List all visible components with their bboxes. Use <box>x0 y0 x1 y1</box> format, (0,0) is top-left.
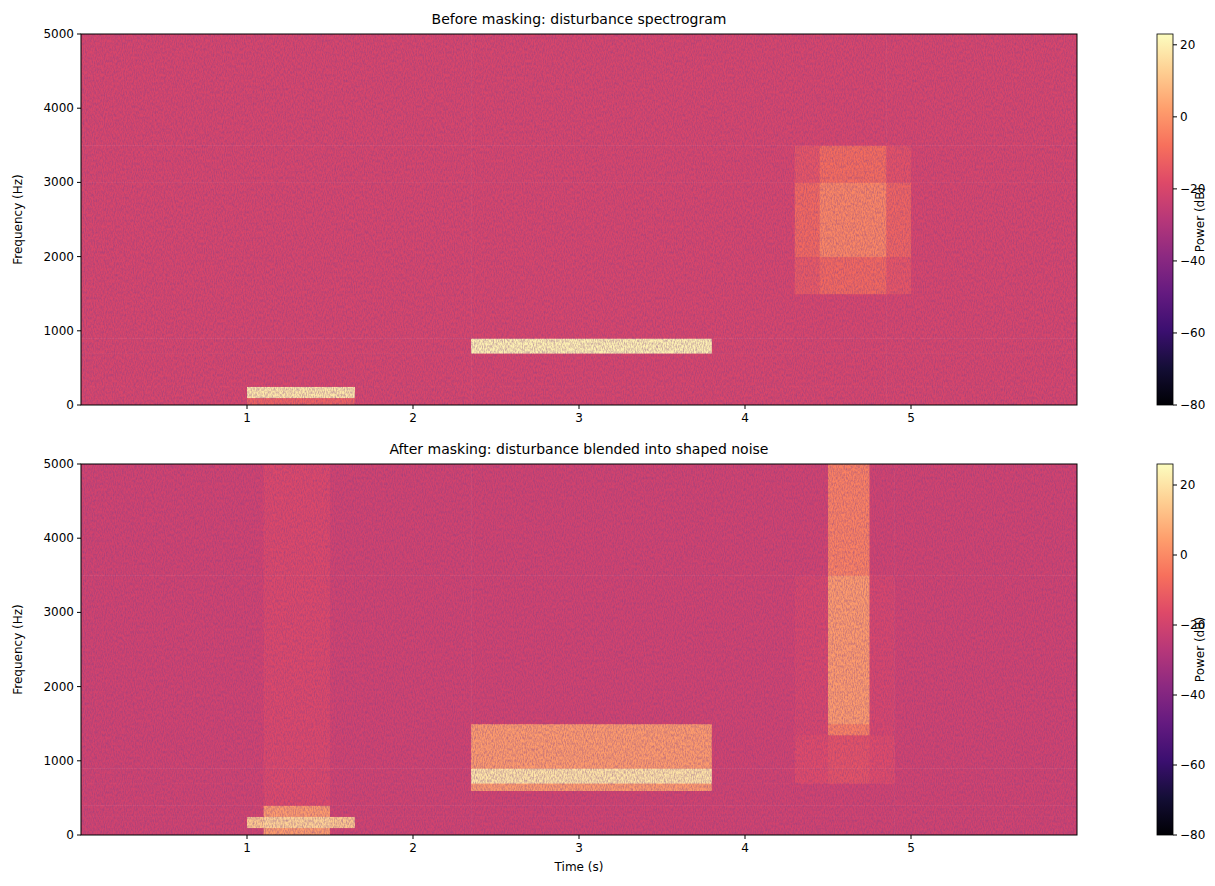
x-tick-label: 1 <box>243 841 251 855</box>
colorbar-tick <box>1173 555 1177 556</box>
x-tick-label: 1 <box>243 411 251 425</box>
y-tick <box>77 256 81 257</box>
y-tick-label: 5000 <box>43 27 74 41</box>
x-tick <box>745 835 746 839</box>
y-tick-label: 0 <box>66 398 74 412</box>
y-axis-title: Frequency (Hz) <box>11 604 25 695</box>
y-tick <box>77 538 81 539</box>
x-tick <box>911 405 912 409</box>
y-tick <box>77 34 81 35</box>
x-tick-label: 3 <box>575 841 583 855</box>
x-tick <box>413 835 414 839</box>
x-tick <box>745 405 746 409</box>
colorbar-tick-label: 0 <box>1180 110 1188 124</box>
colorbar-tick-label: −60 <box>1180 758 1205 772</box>
colorbar-tick <box>1173 332 1177 333</box>
colorbar-tick-label: −40 <box>1180 254 1205 268</box>
y-tick-label: 3000 <box>43 175 74 189</box>
x-tick <box>247 405 248 409</box>
colorbar-tick <box>1173 485 1177 486</box>
chart: 12345010002000300040005000Before masking… <box>0 0 1215 886</box>
title: After masking: disturbance blended into … <box>390 441 769 457</box>
y-tick-label: 4000 <box>43 101 74 115</box>
y-axis-title: Frequency (Hz) <box>11 174 25 265</box>
colorbar-tick <box>1173 765 1177 766</box>
y-tick <box>77 330 81 331</box>
plot-frame <box>81 464 1077 835</box>
y-tick <box>77 686 81 687</box>
colorbar-title: Power (dB) <box>1193 187 1207 252</box>
x-tick <box>579 835 580 839</box>
colorbar <box>1157 34 1173 405</box>
colorbar-tick <box>1173 835 1177 836</box>
x-axis-title: Time (s) <box>554 860 604 874</box>
noise-texture <box>81 34 1077 405</box>
y-tick <box>77 835 81 836</box>
colorbar-tick <box>1173 116 1177 117</box>
y-tick-label: 0 <box>66 828 74 842</box>
x-tick-label: 4 <box>741 841 749 855</box>
y-tick <box>77 405 81 406</box>
x-tick <box>579 405 580 409</box>
x-tick-label: 2 <box>409 411 417 425</box>
colorbar-tick <box>1173 695 1177 696</box>
heatmap-cells <box>81 34 1077 405</box>
y-tick-label: 2000 <box>43 680 74 694</box>
colorbar-tick-label: 20 <box>1180 38 1195 52</box>
y-tick <box>77 760 81 761</box>
colorbar-tick <box>1173 405 1177 406</box>
colorbar-tick-label: −60 <box>1180 326 1205 340</box>
y-tick-label: 1000 <box>43 324 74 338</box>
title: Before masking: disturbance spectrogram <box>432 11 727 27</box>
plot-frame <box>81 34 1077 405</box>
x-tick <box>247 835 248 839</box>
x-tick-label: 2 <box>409 841 417 855</box>
x-tick-label: 4 <box>741 411 749 425</box>
x-tick-label: 5 <box>907 841 915 855</box>
y-tick <box>77 464 81 465</box>
colorbar-tick <box>1173 260 1177 261</box>
y-tick <box>77 182 81 183</box>
colorbar-tick-label: 20 <box>1180 478 1195 492</box>
colorbar-tick-label: 0 <box>1180 548 1188 562</box>
x-tick-label: 3 <box>575 411 583 425</box>
colorbar-tick-label: −80 <box>1180 828 1205 842</box>
y-tick-label: 2000 <box>43 250 74 264</box>
colorbar-tick <box>1173 44 1177 45</box>
heatmap-cells <box>81 464 1077 835</box>
colorbar-tick <box>1173 188 1177 189</box>
y-tick <box>77 612 81 613</box>
colorbar-tick <box>1173 625 1177 626</box>
y-tick-label: 3000 <box>43 605 74 619</box>
y-tick-label: 4000 <box>43 531 74 545</box>
colorbar-tick-label: −80 <box>1180 398 1205 412</box>
colorbar-tick-label: −40 <box>1180 688 1205 702</box>
noise-texture <box>81 464 1077 835</box>
x-tick-label: 5 <box>907 411 915 425</box>
x-tick <box>413 405 414 409</box>
y-tick <box>77 108 81 109</box>
y-tick-label: 1000 <box>43 754 74 768</box>
x-tick <box>911 835 912 839</box>
colorbar-title: Power (dB) <box>1193 617 1207 682</box>
colorbar <box>1157 464 1173 835</box>
y-tick-label: 5000 <box>43 457 74 471</box>
